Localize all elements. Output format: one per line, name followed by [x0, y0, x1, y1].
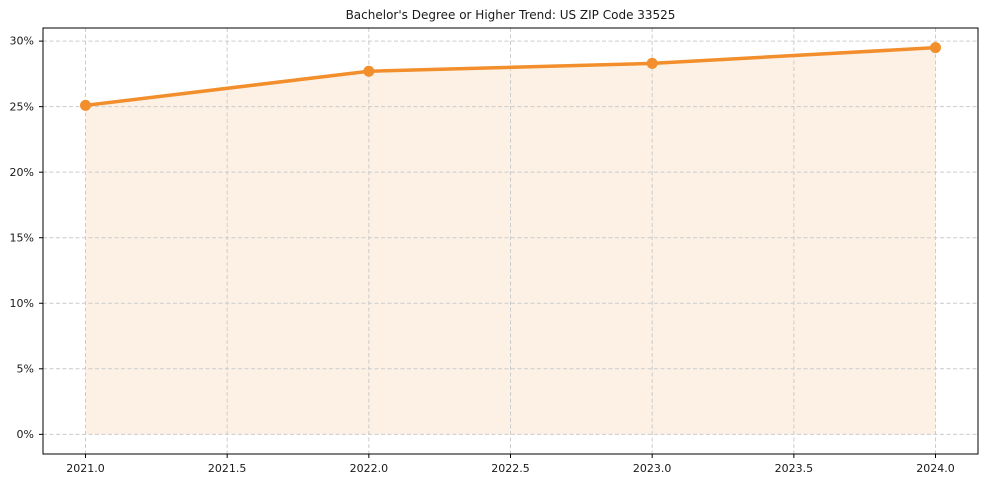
y-axis-tick-label: 10%: [10, 297, 34, 310]
x-axis-tick-label: 2022.0: [350, 462, 389, 475]
x-axis-tick-label: 2023.5: [775, 462, 814, 475]
area-fill: [85, 47, 936, 435]
x-axis-tick-label: 2024.0: [916, 462, 955, 475]
trend-line: [83, 45, 938, 108]
chart-title: Bachelor's Degree or Higher Trend: US ZI…: [346, 8, 676, 22]
data-point-marker: [363, 65, 375, 77]
y-axis-tick-label: 15%: [10, 231, 34, 244]
y-axis-tick-label: 30%: [10, 35, 34, 48]
y-axis-tick-label: 25%: [10, 100, 34, 113]
data-point-marker: [80, 99, 91, 111]
y-axis-tick-label: 20%: [10, 166, 34, 179]
y-axis-tick-label: 5%: [17, 362, 34, 375]
y-axis-tick-label: 0%: [17, 428, 34, 441]
data-point-marker: [930, 42, 941, 54]
x-axis-tick-label: 2022.5: [491, 462, 530, 475]
x-axis-tick-label: 2021.0: [66, 462, 105, 475]
data-point-marker: [646, 57, 658, 69]
x-axis-tick-label: 2023.0: [633, 462, 672, 475]
x-axis-tick-label: 2021.5: [208, 462, 247, 475]
